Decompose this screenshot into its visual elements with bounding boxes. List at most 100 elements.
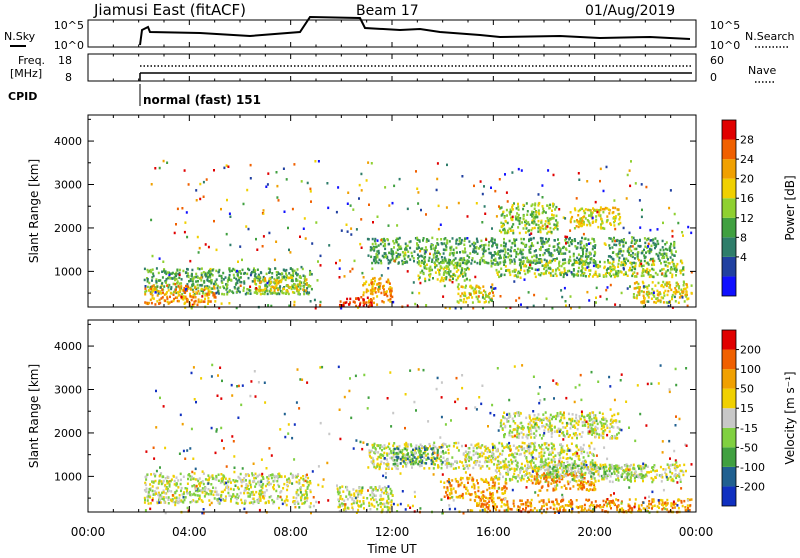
power-cell xyxy=(621,261,623,264)
power-cell xyxy=(456,267,458,270)
power-cell xyxy=(541,242,543,245)
power-cell xyxy=(299,276,301,279)
power-cell xyxy=(211,279,213,282)
power-cell xyxy=(609,247,611,250)
power-cell xyxy=(383,238,385,241)
power-cell xyxy=(144,293,146,296)
velocity-cell xyxy=(197,494,199,497)
power-cell xyxy=(637,291,639,294)
power-cell xyxy=(671,268,673,271)
power-cell xyxy=(620,264,622,267)
power-cell xyxy=(378,262,380,265)
velocity-cell xyxy=(430,448,432,451)
power-cell xyxy=(538,220,540,223)
velocity-cell xyxy=(476,479,478,482)
power-cell xyxy=(438,205,440,208)
power-cell xyxy=(578,267,580,270)
velocity-cell xyxy=(380,506,382,509)
velocity-cell xyxy=(465,451,467,454)
power-cell xyxy=(240,276,242,279)
power-cell xyxy=(631,236,633,239)
power-cell xyxy=(459,237,461,240)
power-cell xyxy=(285,272,287,275)
velocity-cell xyxy=(245,500,247,503)
power-cell xyxy=(511,218,513,221)
velocity-cell xyxy=(534,457,536,460)
power-cell xyxy=(535,269,537,272)
velocity-cell xyxy=(296,481,298,484)
power-cell xyxy=(363,276,365,279)
power-cell xyxy=(598,214,600,217)
power-cell xyxy=(461,286,463,289)
power-cell xyxy=(527,210,529,213)
power-cell xyxy=(195,273,197,276)
power-cell xyxy=(266,285,268,288)
velocity-cell xyxy=(380,495,382,498)
velocity-cell xyxy=(243,492,245,495)
power-cell xyxy=(615,244,617,247)
power-colorbar-swatch xyxy=(722,257,736,277)
velocity-cell xyxy=(385,490,387,493)
power-cell xyxy=(670,243,672,246)
power-cell xyxy=(216,278,218,281)
velocity-cell xyxy=(552,452,554,455)
power-cell xyxy=(241,259,243,262)
power-cell xyxy=(477,298,479,301)
power-cell xyxy=(223,167,225,170)
velocity-cell xyxy=(461,461,463,464)
power-cell xyxy=(555,219,557,222)
noise-right-tick-top: 10^5 xyxy=(710,19,740,32)
velocity-cell xyxy=(203,483,205,486)
power-cell xyxy=(555,269,557,272)
power-cell xyxy=(641,252,643,255)
velocity-cell xyxy=(380,453,382,456)
power-cell xyxy=(586,243,588,246)
velocity-cell xyxy=(463,486,465,489)
power-cell xyxy=(208,280,210,283)
power-cell xyxy=(501,250,503,253)
velocity-cell xyxy=(296,476,298,479)
power-cell xyxy=(683,290,685,293)
power-cell xyxy=(613,244,615,247)
power-cell xyxy=(482,253,484,256)
power-cell xyxy=(530,251,532,254)
power-cell xyxy=(254,280,256,283)
power-cell xyxy=(374,277,376,280)
power-cell xyxy=(430,245,432,248)
velocity-cell xyxy=(268,475,270,478)
velocity-cell xyxy=(190,478,192,481)
power-cell xyxy=(191,269,193,272)
power-cell xyxy=(460,299,462,302)
velocity-cell xyxy=(590,466,592,469)
power-cell xyxy=(655,301,657,304)
velocity-cell xyxy=(387,495,389,498)
power-cell xyxy=(659,293,661,296)
power-cell xyxy=(360,296,362,299)
power-cell xyxy=(622,264,624,267)
power-cell xyxy=(177,208,179,211)
power-cell xyxy=(166,291,168,294)
velocity-cell xyxy=(457,480,459,483)
power-cell xyxy=(524,278,526,281)
velocity-cell xyxy=(440,459,442,462)
velocity-cell xyxy=(468,456,470,459)
power-cell xyxy=(362,284,364,287)
power-cell xyxy=(649,276,651,279)
power-cell xyxy=(327,207,329,210)
velocity-cell xyxy=(496,490,498,493)
power-cell xyxy=(469,245,471,248)
power-cell xyxy=(581,208,583,211)
power-cell xyxy=(507,222,509,225)
power-cell xyxy=(649,269,651,272)
power-cell xyxy=(594,210,596,213)
velocity-cell xyxy=(156,487,158,490)
power-cell xyxy=(564,287,566,290)
power-cell xyxy=(446,239,448,242)
power-cell xyxy=(639,226,641,229)
velocity-cell xyxy=(258,498,260,501)
power-cell xyxy=(220,208,222,211)
power-cell xyxy=(652,238,654,241)
power-cell xyxy=(606,298,608,301)
power-cell xyxy=(546,298,548,301)
velocity-cell xyxy=(483,452,485,455)
